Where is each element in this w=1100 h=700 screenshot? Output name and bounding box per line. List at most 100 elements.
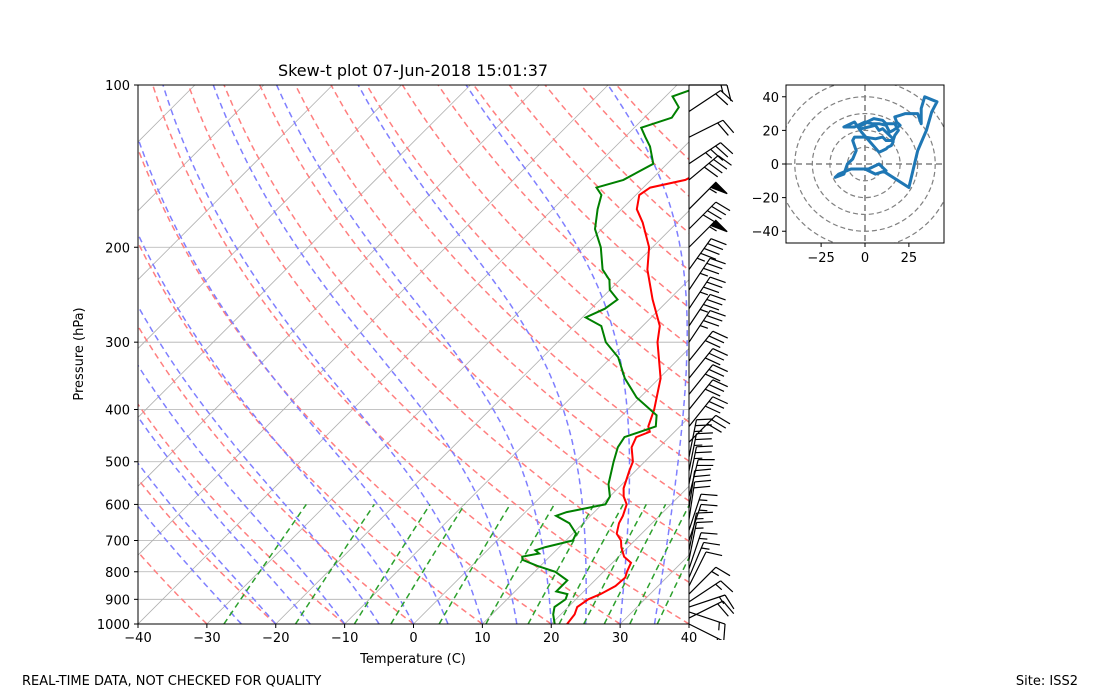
x-tick-label: −30 (193, 631, 220, 646)
wind-barb (688, 276, 726, 310)
isotherm (138, 85, 402, 350)
wind-barb (688, 330, 728, 362)
moist-adiabat (465, 85, 631, 624)
wind-barb (688, 532, 718, 570)
moist-adiabat (723, 85, 861, 624)
wind-barb (688, 396, 728, 427)
wind-barb (688, 611, 726, 640)
mixing-ratio-line (294, 503, 375, 624)
mixing-ratio-line (485, 504, 555, 624)
y-tick-label: 900 (105, 593, 130, 608)
moist-adiabat (357, 85, 587, 624)
x-tick-label: −40 (124, 631, 151, 646)
dry-adiabat (473, 85, 689, 309)
wind-barb (689, 84, 732, 102)
dry-adiabat (223, 85, 689, 584)
wind-barb (688, 219, 728, 248)
x-tick-label: 40 (681, 631, 698, 646)
y-tick-label: 300 (105, 336, 130, 351)
x-tick-label: 20 (543, 631, 560, 646)
isotherm (688, 623, 689, 624)
y-tick-label: 500 (105, 456, 130, 471)
mixing-ratio-line (353, 503, 431, 624)
dry-adiabat (187, 85, 689, 624)
dry-adiabat (151, 85, 621, 624)
y-tick-label: 100 (105, 79, 130, 94)
moist-adiabat (212, 85, 518, 624)
wind-barb (688, 479, 712, 520)
y-tick-label: 600 (105, 498, 130, 513)
wind-barb (688, 348, 728, 379)
wind-barb (688, 181, 728, 210)
x-tick-label: 0 (409, 631, 417, 646)
isotherm (138, 85, 540, 487)
wind-barb (688, 432, 713, 472)
wind-barb (688, 201, 731, 230)
wind-barb (688, 580, 734, 603)
wind-barb (688, 119, 735, 138)
isotherm (413, 347, 689, 624)
wind-barb (688, 521, 713, 560)
hodograph-y-tick-label: 0 (771, 158, 779, 173)
site-label: Site: ISS2 (1015, 674, 1078, 689)
isotherm (138, 85, 333, 281)
skewt-ticks: −40 −30 −20 −10 0 10 20 30 40 1000 900 800 700 600 500… (97, 79, 697, 646)
isotherm (482, 416, 689, 624)
hodograph-y-tick-label: −20 (752, 192, 779, 207)
hodograph: −25 0 25 −40 −20 0 20 40 (752, 84, 945, 266)
isotherm (206, 141, 689, 624)
y-tick-label: 200 (105, 241, 130, 256)
wind-barb (688, 623, 723, 640)
dewpoint-profile (521, 89, 689, 624)
chart-title: Skew-t plot 07-Jun-2018 15:01:37 (278, 61, 548, 80)
wind-barbs (688, 84, 735, 640)
wind-barb (688, 459, 715, 497)
wind-barb (688, 142, 734, 165)
isotherm (138, 85, 265, 212)
wind-barb (688, 541, 721, 578)
hodograph-x-tick-label: 25 (901, 251, 918, 266)
dry-adiabat (138, 146, 552, 624)
mixing-ratio-line (583, 504, 647, 624)
skewt-axes: −40 −30 −20 −10 0 10 20 30 401000900800700600500… (0, 61, 861, 667)
dry-adiabat (259, 85, 689, 543)
hodograph-trace (833, 95, 939, 189)
isotherm (138, 85, 609, 556)
y-tick-label: 700 (105, 535, 130, 550)
dry-adiabat (138, 550, 208, 624)
moist-adiabat (607, 85, 688, 624)
dry-adiabat (401, 85, 689, 385)
x-tick-label: −10 (331, 631, 358, 646)
y-tick-label: 400 (105, 404, 130, 419)
wind-barb (688, 238, 727, 270)
dry-adiabat (138, 477, 277, 624)
dry-adiabat (294, 85, 689, 502)
dry-adiabat (437, 85, 689, 347)
isotherm (138, 85, 678, 624)
wind-barb (688, 600, 735, 619)
mixing-ratio-line (390, 504, 466, 624)
skewt-grid (0, 85, 861, 624)
x-tick-label: −20 (262, 631, 289, 646)
mixing-ratio-line (223, 503, 307, 624)
hodograph-x-tick-label: 0 (861, 251, 869, 266)
x-tick-label: 30 (612, 631, 629, 646)
wind-barb (688, 594, 735, 610)
wind-barb (688, 503, 718, 541)
moist-adiabat (138, 415, 311, 624)
wind-barb (688, 89, 734, 113)
dry-adiabat (138, 324, 414, 624)
x-axis-label: Temperature (C) (359, 652, 466, 667)
isotherm (0, 85, 57, 624)
moist-adiabat (138, 461, 277, 624)
wind-barb (688, 293, 726, 327)
wind-barb (688, 414, 731, 443)
isotherm (275, 210, 689, 624)
y-tick-label: 1000 (97, 618, 130, 633)
wind-barb (688, 468, 712, 509)
x-tick-label: 10 (474, 631, 491, 646)
wind-barb (688, 309, 726, 343)
moist-adiabat (275, 85, 553, 624)
quality-notice: REAL-TIME DATA, NOT CHECKED FOR QUALITY (22, 674, 322, 689)
